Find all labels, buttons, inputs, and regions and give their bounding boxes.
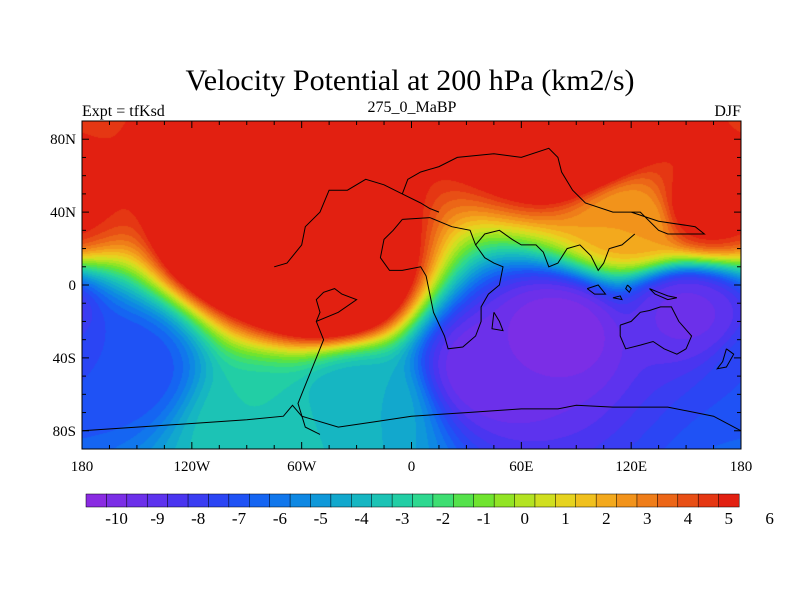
colorbar-label: 3: [643, 509, 652, 528]
x-tick-label: 60W: [287, 459, 317, 475]
coastline-12: [82, 404, 741, 432]
colorbar-label: 1: [561, 509, 570, 528]
colorbar-swatch: [534, 493, 556, 508]
colorbar-label: 5: [725, 509, 734, 528]
coastline-8: [625, 284, 632, 294]
colorbar-label: -1: [477, 509, 491, 528]
colorbar-swatch: [453, 493, 475, 508]
coastline-6: [586, 284, 607, 295]
plot-area: [81, 120, 742, 450]
colorbar-label: -8: [191, 509, 205, 528]
coastline-7: [612, 295, 623, 301]
x-tick-label: 0: [408, 459, 416, 475]
colorbar-swatch: [249, 493, 271, 508]
colorbar-swatch: [575, 493, 597, 508]
colorbar-swatch: [269, 493, 291, 508]
colorbar-swatch: [636, 493, 658, 508]
colorbar-swatch: [167, 493, 189, 508]
y-tick-label: 40N: [50, 205, 76, 221]
colorbar-label: 2: [602, 509, 611, 528]
chart-title: Velocity Potential at 200 hPa (km2/s): [185, 64, 634, 97]
y-tick-label: 80N: [50, 132, 76, 148]
y-tick-label: 0: [69, 278, 77, 294]
x-axis: 180 120W 60W 0 60E 120E 180: [71, 121, 753, 475]
colorbar-label: -10: [105, 509, 128, 528]
left-string: Expt = tfKsd: [82, 103, 165, 120]
colorbar-swatch: [616, 493, 638, 508]
coastline-3: [379, 217, 504, 350]
colorbar-label: 4: [684, 509, 693, 528]
x-tick-label: 120W: [173, 459, 211, 475]
colorbar-swatch: [351, 493, 373, 508]
colorbar-label: 0: [520, 509, 529, 528]
colorbar-swatch: [473, 493, 495, 508]
colorbar-swatch: [555, 493, 577, 508]
colorbar-swatch: [657, 493, 679, 508]
coastline-1: [274, 178, 440, 268]
colorbar-swatch: [106, 493, 128, 508]
colorbar: -10-9-8-7-6-5-4-3-2-1012345678910: [85, 493, 774, 528]
colorbar-swatch: [371, 493, 393, 508]
colorbar-label: -4: [354, 509, 369, 528]
coastline-4: [475, 229, 636, 272]
colorbar-swatch: [595, 493, 618, 508]
coastline-9: [649, 288, 678, 301]
coastline-0: [297, 288, 358, 435]
colorbar-swatch: [330, 493, 352, 508]
colorbar-swatch: [187, 493, 209, 508]
x-tick-label: 180: [730, 459, 753, 475]
colorbar-label: -5: [314, 509, 328, 528]
colorbar-swatch: [310, 493, 332, 508]
colorbar-swatch: [697, 493, 720, 508]
colorbar-swatch: [85, 493, 107, 508]
colorbar-label: 6: [765, 509, 774, 528]
colorbar-label: -6: [273, 509, 287, 528]
y-tick-label: 40S: [53, 351, 76, 367]
y-tick-label: 80S: [53, 424, 76, 440]
y-axis: 80N 40N 0 40S 80S: [50, 132, 741, 440]
colorbar-swatch: [391, 493, 413, 508]
coastline-10: [619, 306, 693, 355]
contour-field: [82, 121, 741, 449]
colorbar-label: -9: [150, 509, 164, 528]
right-string: DJF: [714, 103, 741, 120]
colorbar-label: -7: [232, 509, 247, 528]
colorbar-swatch: [412, 493, 434, 508]
x-tick-label: 60E: [509, 459, 533, 475]
coastline-2: [401, 147, 706, 235]
coastline-5: [491, 312, 504, 332]
x-tick-label: 180: [71, 459, 94, 475]
colorbar-swatch: [208, 493, 230, 508]
colorbar-swatch: [126, 493, 148, 508]
colorbar-swatch: [677, 493, 699, 508]
colorbar-label: -3: [395, 509, 409, 528]
colorbar-swatch: [289, 493, 311, 508]
colorbar-swatch: [228, 493, 250, 508]
colorbar-swatch: [432, 493, 454, 508]
colorbar-swatch: [493, 493, 515, 508]
coastline-11: [716, 348, 735, 370]
colorbar-label: -2: [436, 509, 450, 528]
colorbar-swatch: [146, 493, 169, 508]
center-string: 275_0_MaBP: [368, 99, 457, 116]
colorbar-swatch: [514, 493, 536, 508]
colorbar-swatch: [718, 493, 740, 508]
x-tick-label: 120E: [615, 459, 647, 475]
coastlines: [82, 147, 741, 435]
